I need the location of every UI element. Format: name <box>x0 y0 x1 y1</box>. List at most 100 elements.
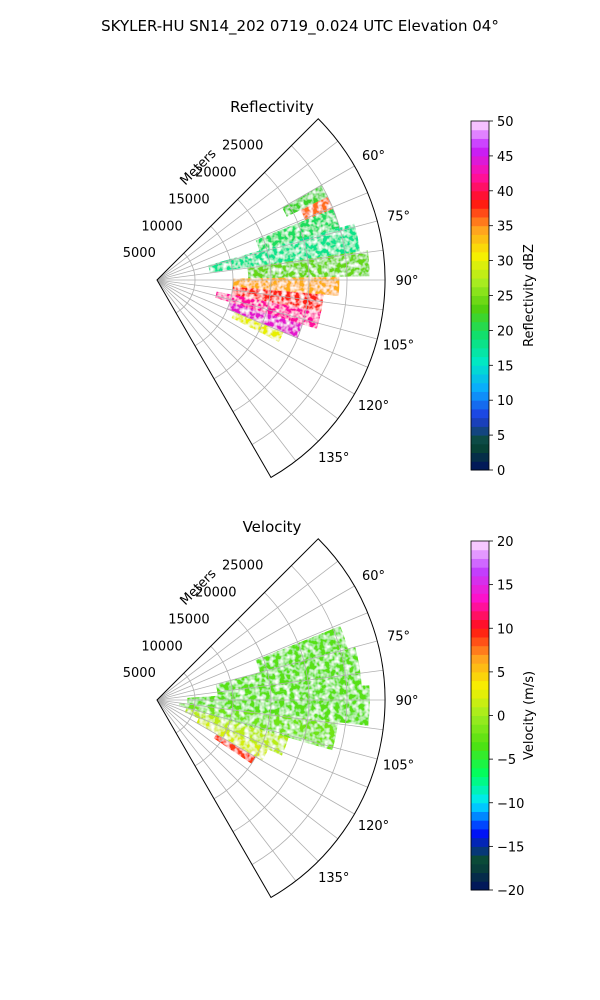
colorbar-band <box>471 147 489 157</box>
figure-title: SKYLER-HU SN14_202 0719_0.024 UTC Elevat… <box>101 17 499 36</box>
colorbar-band <box>471 680 489 690</box>
colorbar-band <box>471 567 489 577</box>
azimuth-line <box>156 612 368 701</box>
azimuth-tick-label: 90° <box>395 694 418 709</box>
colorbar-band <box>471 452 489 462</box>
colorbar-band <box>471 846 489 856</box>
colorbar-band <box>471 549 489 559</box>
reflectivity-plot-title: Reflectivity <box>230 98 314 116</box>
azimuth-line <box>156 699 297 882</box>
colorbar-band <box>471 741 489 751</box>
colorbar-band <box>471 558 489 568</box>
azimuth-line <box>156 699 339 840</box>
colorbar-band <box>471 689 489 699</box>
colorbar-band <box>471 251 489 262</box>
colorbar-band <box>471 374 489 384</box>
reflectivity-range-ticks: 5000 10000 15000 20000 25000 <box>123 139 264 261</box>
colorbar-tick-label: 15 <box>497 359 514 374</box>
colorbar-band <box>471 715 489 725</box>
colorbar-band <box>471 269 489 279</box>
azimuth-tick-label: 135° <box>318 451 349 466</box>
velocity-panel: Velocity 5000 10000 15000 20000 25000 60° 75°… <box>123 518 537 899</box>
azimuth-tick-label: 120° <box>358 819 389 834</box>
colorbar-band <box>471 339 489 349</box>
colorbar-tick-label: 45 <box>497 150 514 165</box>
colorbar-band <box>471 129 489 139</box>
reflectivity-colorbar-label: Reflectivity dBZ <box>522 244 537 347</box>
colorbar-band <box>471 706 489 716</box>
colorbar-band <box>471 776 489 786</box>
radar-cell <box>231 311 284 343</box>
velocity-sector-frame <box>156 538 386 899</box>
colorbar-band <box>471 575 489 586</box>
radar-cell <box>300 196 334 221</box>
colorbar-band <box>471 855 489 865</box>
colorbar-band <box>471 767 489 778</box>
azimuth-line <box>156 699 319 862</box>
colorbar-band <box>471 164 489 174</box>
colorbar-tick-label: 30 <box>497 255 514 270</box>
reflectivity-colorbar: 0 5 10 15 20 25 30 35 40 45 50 <box>470 115 514 479</box>
colorbar-band <box>471 794 489 804</box>
range-tick-label: 15000 <box>168 612 209 627</box>
radar-cell <box>232 276 340 296</box>
colorbar-band <box>471 645 489 655</box>
colorbar-tick-label: 0 <box>497 710 505 725</box>
range-tick-label: 10000 <box>141 219 182 234</box>
azimuth-tick-label: 135° <box>318 871 349 886</box>
colorbar-band <box>471 820 489 830</box>
colorbar-band <box>471 724 489 734</box>
azimuth-tick-label: 120° <box>358 399 389 414</box>
velocity-plot-title: Velocity <box>243 518 302 536</box>
azimuth-line <box>156 699 368 788</box>
azimuth-line <box>156 699 378 760</box>
colorbar-tick-label: 0 <box>497 464 505 479</box>
colorbar-band <box>471 811 489 821</box>
colorbar-band <box>471 636 489 647</box>
radar-cell <box>215 646 362 696</box>
colorbar-band <box>471 400 489 410</box>
colorbar-band <box>471 619 489 629</box>
azimuth-line <box>156 279 319 442</box>
colorbar-band <box>471 872 489 882</box>
colorbar-tick-label: 50 <box>497 115 514 130</box>
colorbar-band <box>471 321 489 331</box>
colorbar-band <box>471 671 489 682</box>
azimuth-tick-label: 90° <box>395 274 418 289</box>
colorbar-tick-label: 40 <box>497 185 514 200</box>
radar-cell <box>255 208 340 251</box>
colorbar-band <box>471 208 489 218</box>
azimuth-line <box>156 279 297 462</box>
cell-group <box>208 185 370 343</box>
range-tick-label: 20000 <box>195 586 236 601</box>
colorbar-band <box>471 863 489 874</box>
range-tick-label: 15000 <box>168 192 209 207</box>
colorbar-band <box>471 881 489 891</box>
colorbar-band <box>471 610 489 621</box>
velocity-range-ticks: 5000 10000 15000 20000 25000 <box>123 559 264 681</box>
reflectivity-data-layer <box>208 185 370 343</box>
colorbar-band <box>471 190 489 201</box>
colorbar-band <box>471 750 489 760</box>
range-tick-label: 5000 <box>123 246 156 261</box>
colorbar-band <box>471 602 489 612</box>
colorbar-band <box>471 391 489 401</box>
radar-cell <box>255 625 348 673</box>
colorbar-band <box>471 216 489 227</box>
colorbar-band <box>471 155 489 166</box>
reflectivity-sector-frame <box>156 118 386 479</box>
colorbar-band <box>471 225 489 235</box>
colorbar-band <box>471 435 489 445</box>
colorbar-band <box>471 295 489 305</box>
cell-group <box>178 625 370 764</box>
azimuth-line <box>156 699 384 731</box>
azimuth-tick-label: 105° <box>383 339 414 354</box>
colorbar-band <box>471 837 489 847</box>
colorbar-band <box>471 417 489 427</box>
colorbar-band <box>471 785 489 795</box>
colorbar-band <box>471 356 489 366</box>
colorbar-band <box>471 593 489 603</box>
colorbar-tick-label: −15 <box>497 840 524 855</box>
velocity-grid <box>156 560 385 882</box>
